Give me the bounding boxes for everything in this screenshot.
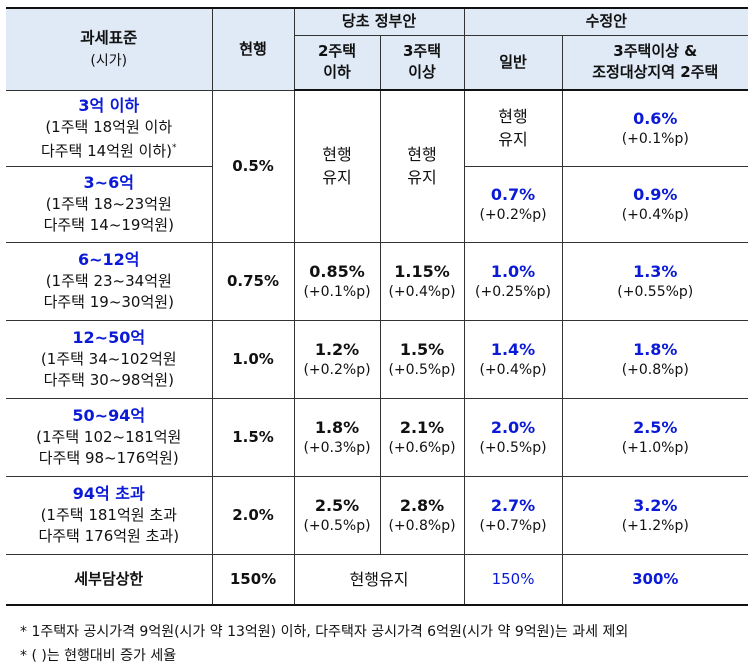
bracket-cell: 12~50억 (1주택 34~102억원 다주택 30~98억원) [6,319,213,399]
orig-3-rate: 2.8% (+0.8%p) [379,475,465,555]
header-original: 당초 정부안 [293,7,465,36]
orig-3-keep: 현행 유지 [379,89,465,243]
header-current: 현행 [211,7,295,91]
bracket-cell: 3~6억 (1주택 18~23억원 다주택 14~19억원) [6,165,213,243]
header-rev-general: 일반 [463,34,563,91]
rev-general-rate: 2.7% (+0.7%p) [463,475,563,555]
bracket-cell: 50~94억 (1주택 102~181억원 다주택 98~176억원) [6,397,213,477]
header-revised: 수정안 [463,7,749,36]
footnote-parentheses: * ( )는 현행대비 증가 세율 [20,648,177,664]
footnote-exemption: * 1주택자 공시가격 9억원(시가 약 13억원) 이하, 다주택자 공시가격… [20,624,629,640]
header-rev-3-house: 3주택이상 & 조정대상지역 2주택 [561,34,749,91]
rev-3-rate: 1.8% (+0.8%p) [561,319,749,399]
orig-2-rate: 1.8% (+0.3%p) [293,397,381,477]
current-rate: 1.0% [211,319,295,399]
header-bracket: 과세표준 (시가) [6,7,213,91]
bracket-cell: 3억 이하 (1주택 18억원 이하 다주택 14억원 이하)* [6,89,213,167]
rev-general-rate: 2.0% (+0.5%p) [463,397,563,477]
orig-3-rate: 1.15% (+0.4%p) [379,241,465,321]
rev-general-rate: 1.0% (+0.25%p) [463,241,563,321]
orig-3-rate: 1.5% (+0.5%p) [379,319,465,399]
orig-3-rate: 2.1% (+0.6%p) [379,397,465,477]
cap-current: 150% [211,553,295,606]
current-rate: 2.0% [211,475,295,555]
tax-rate-table: 과세표준 (시가) 현행 당초 정부안 수정안 2주택 이하 3주택 이상 일반… [6,7,749,606]
rev-3-rate: 1.3% (+0.55%p) [561,241,749,321]
bracket-cell: 6~12억 (1주택 23~34억원 다주택 19~30억원) [6,241,213,321]
current-rate: 0.75% [211,241,295,321]
cap-original: 현행유지 [293,553,465,606]
cap-rev-3: 300% [561,553,749,606]
rev-general-rate: 0.7% (+0.2%p) [463,165,563,243]
current-rate: 0.5% [211,89,295,243]
orig-2-rate: 1.2% (+0.2%p) [293,319,381,399]
rev-general-keep: 현행 유지 [463,89,563,167]
orig-2-rate: 0.85% (+0.1%p) [293,241,381,321]
current-rate: 1.5% [211,397,295,477]
rev-3-rate: 0.9% (+0.4%p) [561,165,749,243]
rev-3-rate: 2.5% (+1.0%p) [561,397,749,477]
rev-3-rate: 0.6% (+0.1%p) [561,89,749,167]
cap-rev-general: 150% [463,553,563,606]
rev-general-rate: 1.4% (+0.4%p) [463,319,563,399]
header-orig-3-house: 3주택 이상 [379,34,465,91]
orig-2-keep: 현행 유지 [293,89,381,243]
bracket-cell: 94억 초과 (1주택 181억원 초과 다주택 176억원 초과) [6,475,213,555]
header-orig-2-house: 2주택 이하 [293,34,381,91]
orig-2-rate: 2.5% (+0.5%p) [293,475,381,555]
rev-3-rate: 3.2% (+1.2%p) [561,475,749,555]
cap-label: 세부담상한 [6,553,213,606]
